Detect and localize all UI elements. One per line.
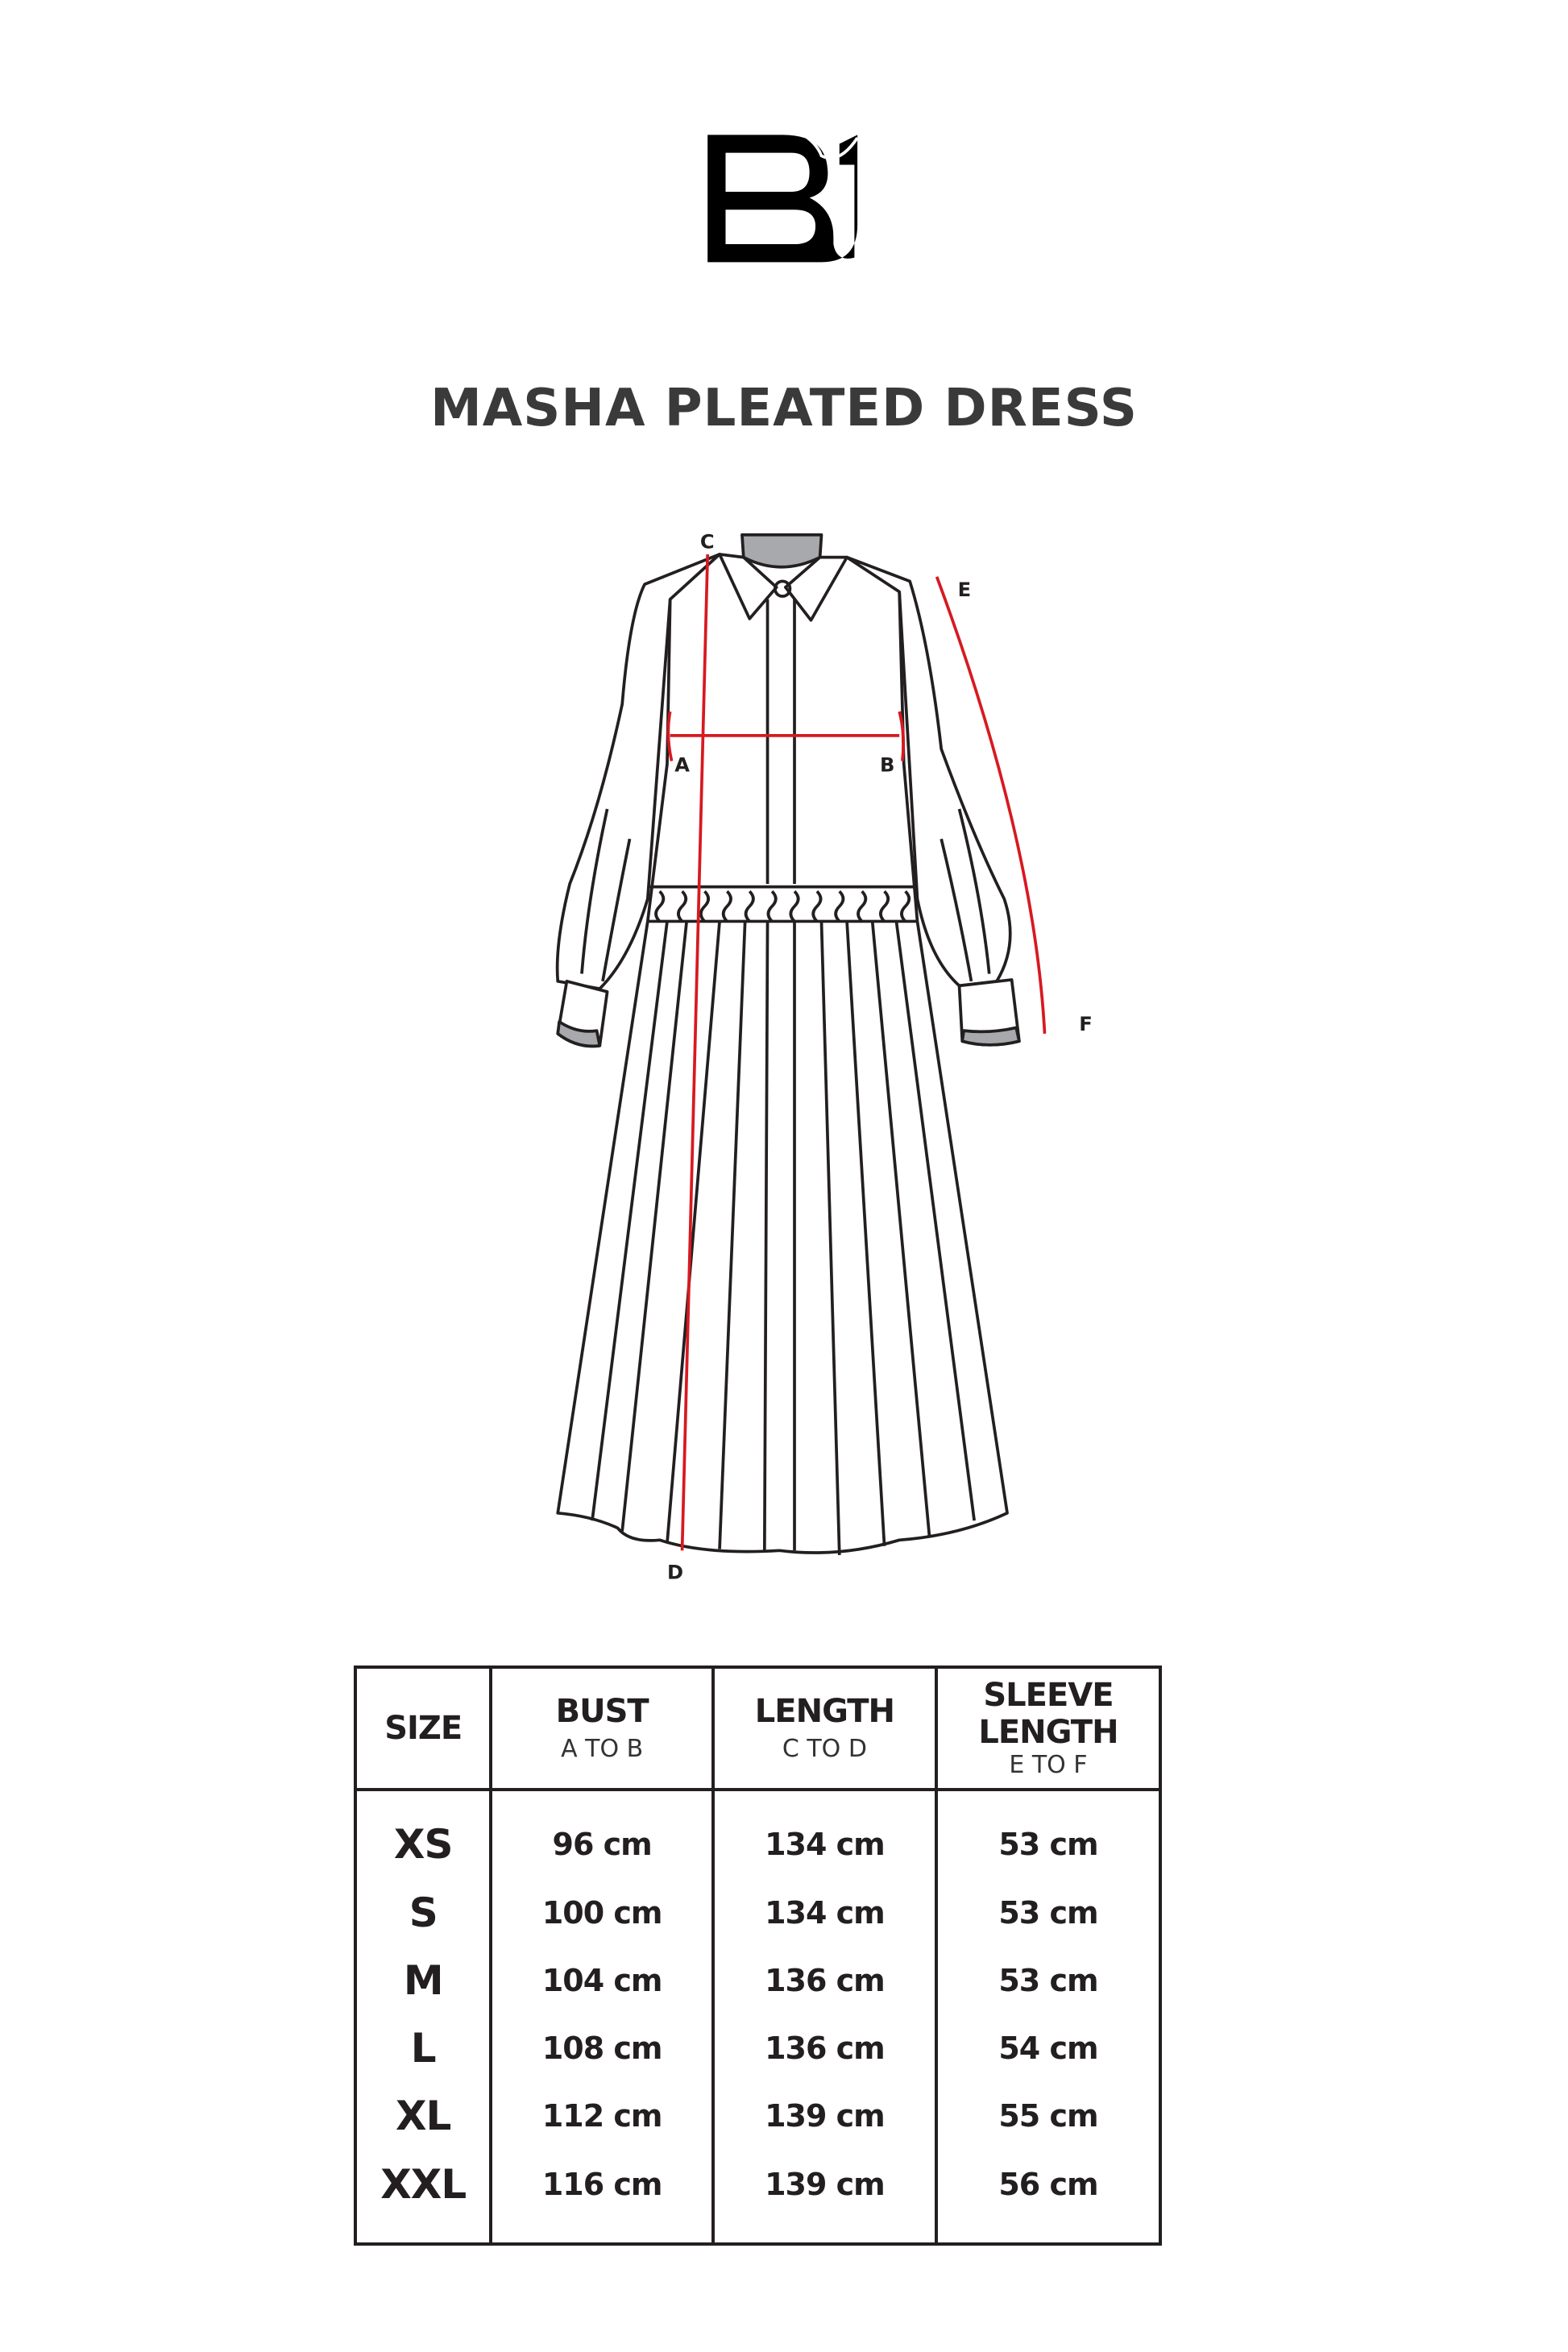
sleeve-cell: 53 cm — [934, 1790, 1160, 1879]
sleeve-cell: 55 cm — [934, 2081, 1160, 2151]
dress-outline — [555, 533, 1021, 1555]
bust-cell: 104 cm — [489, 1946, 713, 2014]
header-bust: BUST A TO B — [489, 1667, 713, 1791]
point-d-label: D — [667, 1562, 683, 1584]
length-cell: 134 cm — [711, 1878, 936, 1947]
point-c-label: C — [700, 530, 715, 553]
length-cell: 136 cm — [711, 1946, 936, 2014]
measurement-lines — [666, 554, 1047, 1551]
size-cell: XL — [353, 2081, 492, 2151]
table-row: XL 112 cm 139 cm 55 cm — [353, 2081, 1160, 2151]
length-line-c-d — [680, 554, 710, 1551]
sleeve-cell: 53 cm — [934, 1946, 1160, 2014]
table-row: M 104 cm 136 cm 53 cm — [353, 1946, 1160, 2014]
table-row: XXL 116 cm 139 cm 56 cm — [353, 2150, 1160, 2244]
header-length: LENGTH C TO D — [711, 1667, 936, 1791]
sleeve-cell: 54 cm — [934, 2014, 1160, 2082]
length-cell: 139 cm — [711, 2081, 936, 2151]
bust-cell: 116 cm — [489, 2150, 713, 2244]
length-cell: 136 cm — [711, 2014, 936, 2082]
length-cell: 134 cm — [711, 1790, 936, 1879]
page-title: MASHA PLEATED DRESS — [430, 379, 1138, 438]
bust-cell: 108 cm — [489, 2014, 713, 2082]
bust-cell: 96 cm — [489, 1790, 713, 1879]
sleeve-cell: 56 cm — [934, 2150, 1160, 2244]
point-e-label: E — [958, 579, 972, 601]
size-cell: XXL — [353, 2150, 492, 2244]
sleeve-cell: 53 cm — [934, 1878, 1160, 1947]
point-a-label: A — [674, 754, 690, 777]
table-row: XS 96 cm 134 cm 53 cm — [353, 1790, 1160, 1879]
header-sleeve-length: SLEEVE LENGTH E TO F — [934, 1667, 1160, 1791]
bust-cell: 100 cm — [489, 1878, 713, 1947]
size-chart-table: SIZE BUST A TO B LENGTH C TO D SLEEVE LENG… — [353, 1665, 1162, 2246]
bust-cell: 112 cm — [489, 2081, 713, 2151]
brand-logo — [707, 133, 859, 263]
size-cell: S — [353, 1878, 492, 1947]
size-cell: L — [353, 2014, 492, 2082]
length-cell: 139 cm — [711, 2150, 936, 2244]
header-size: SIZE — [353, 1667, 492, 1791]
size-cell: M — [353, 1946, 492, 2014]
table-header-row: SIZE BUST A TO B LENGTH C TO D SLEEVE LENG… — [353, 1667, 1160, 1791]
point-b-label: B — [880, 754, 894, 777]
point-f-label: F — [1079, 1013, 1093, 1035]
size-cell: XS — [353, 1790, 492, 1879]
table-row: S 100 cm 134 cm 53 cm — [353, 1878, 1160, 1947]
table-row: L 108 cm 136 cm 54 cm — [353, 2014, 1160, 2082]
sleeve-line-e-f — [935, 576, 1047, 1034]
